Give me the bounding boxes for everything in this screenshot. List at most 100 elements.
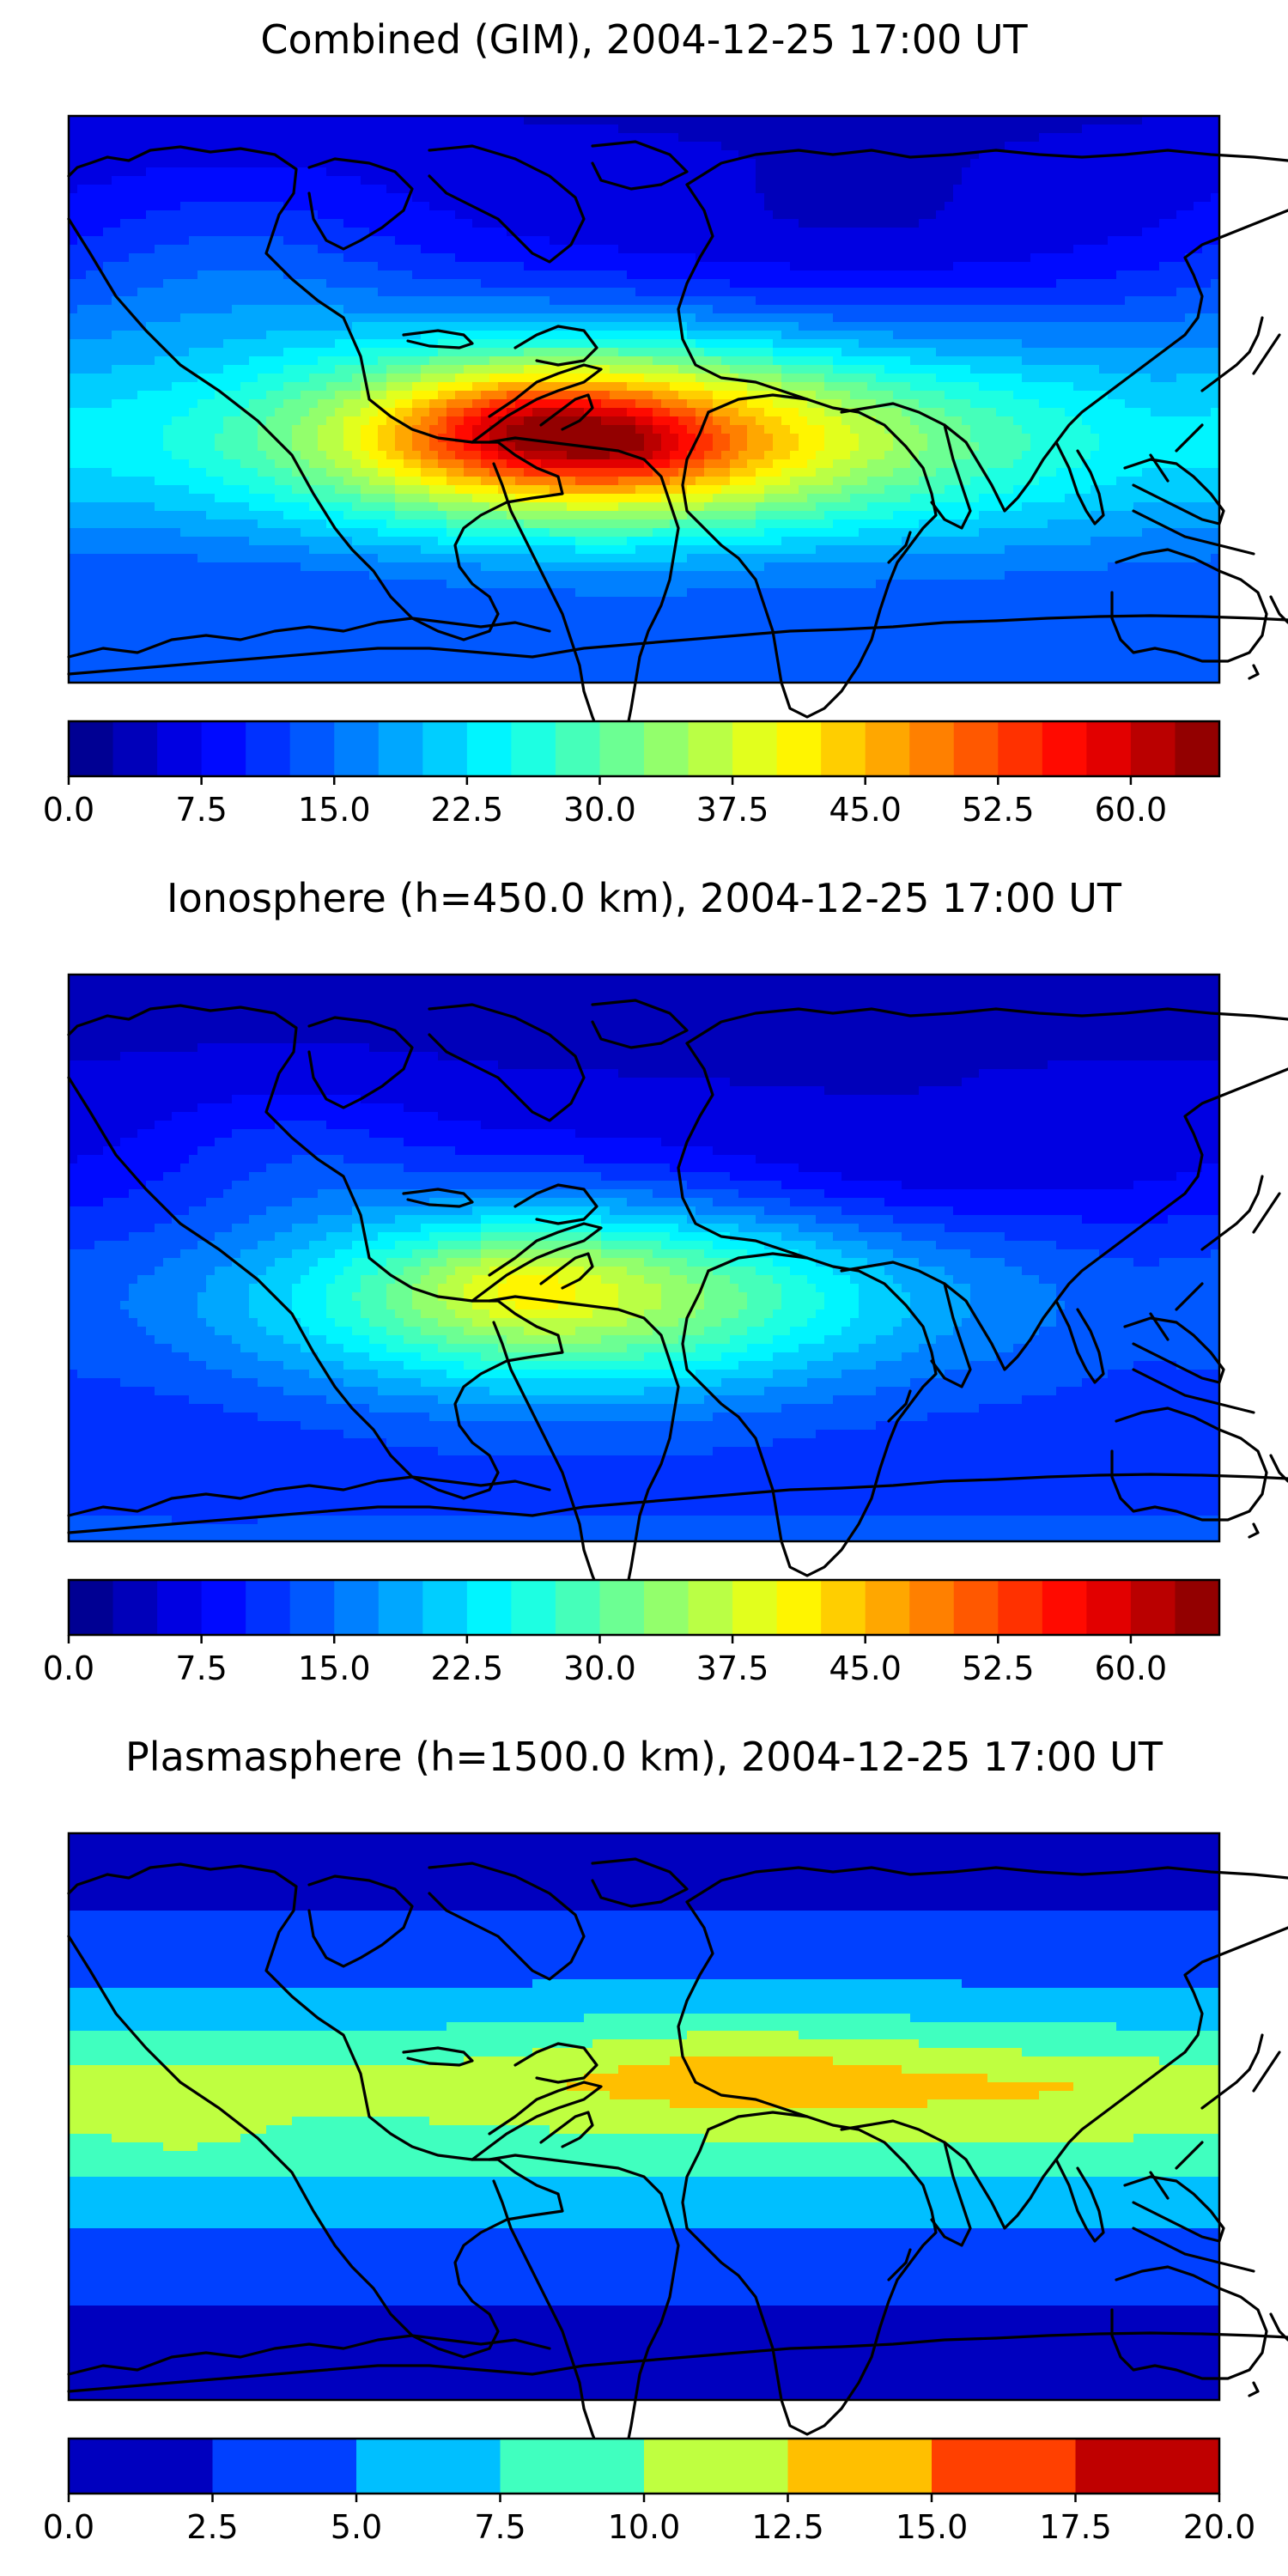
field-cell xyxy=(180,193,190,203)
field-cell xyxy=(747,416,756,426)
field-cell xyxy=(584,245,593,254)
field-cell xyxy=(1211,142,1220,151)
field-cell xyxy=(790,133,799,143)
field-cell xyxy=(1099,262,1109,271)
field-cell xyxy=(266,167,276,177)
field-cell xyxy=(962,374,971,383)
field-cell xyxy=(404,339,413,349)
field-cell xyxy=(180,305,190,314)
field-cell xyxy=(738,159,748,168)
field-cell xyxy=(850,150,860,160)
field-cell xyxy=(481,356,490,366)
field-cell xyxy=(550,339,559,349)
field-cell xyxy=(584,159,593,168)
field-cell xyxy=(489,296,499,306)
field-cell xyxy=(283,236,293,246)
field-cell xyxy=(1194,322,1203,331)
field-cell xyxy=(824,159,834,168)
field-cell xyxy=(1091,296,1100,306)
field-cell xyxy=(275,202,284,211)
field-cell xyxy=(489,228,499,237)
field-cell xyxy=(378,356,387,366)
field-cell xyxy=(86,167,95,177)
field-cell xyxy=(627,167,636,177)
field-cell xyxy=(309,356,319,366)
field-cell xyxy=(223,193,233,203)
field-cell xyxy=(841,125,851,134)
field-cell xyxy=(189,382,198,392)
field-cell xyxy=(1185,202,1194,211)
field-cell xyxy=(670,408,679,417)
field-cell xyxy=(610,288,619,297)
field-cell xyxy=(378,288,387,297)
field-cell xyxy=(507,416,516,426)
field-cell xyxy=(713,391,722,400)
field-cell xyxy=(1142,288,1151,297)
field-cell xyxy=(550,125,559,134)
field-contours xyxy=(69,116,1220,683)
field-cell xyxy=(653,167,662,177)
field-cell xyxy=(816,253,825,263)
field-cell xyxy=(335,434,344,443)
field-cell xyxy=(481,296,490,306)
field-cell xyxy=(361,202,370,211)
field-cell xyxy=(635,365,645,374)
field-cell xyxy=(567,408,576,417)
field-cell xyxy=(936,425,945,434)
field-cell xyxy=(670,262,679,271)
field-cell xyxy=(429,193,439,203)
field-cell xyxy=(301,365,310,374)
field-cell xyxy=(421,270,430,280)
field-cell xyxy=(884,133,894,143)
field-cell xyxy=(197,399,207,409)
field-cell xyxy=(69,228,78,237)
field-cell xyxy=(120,382,130,392)
field-cell xyxy=(266,356,276,366)
field-cell xyxy=(275,374,284,383)
field-cell xyxy=(919,288,928,297)
field-cell xyxy=(987,245,997,254)
field-cell xyxy=(343,305,353,314)
field-cell xyxy=(558,150,568,160)
field-cell xyxy=(730,210,739,220)
field-cell xyxy=(352,193,361,203)
field-cell xyxy=(1116,339,1126,349)
field-cell xyxy=(541,288,550,297)
field-cell xyxy=(773,425,782,434)
field-cell xyxy=(275,116,284,125)
field-cell xyxy=(137,416,147,426)
field-cell xyxy=(455,270,465,280)
field-cell xyxy=(781,288,791,297)
field-cell xyxy=(326,219,336,228)
field-cell xyxy=(361,253,370,263)
field-cell xyxy=(163,313,173,323)
field-cell xyxy=(661,125,671,134)
field-cell xyxy=(197,210,207,220)
field-cell xyxy=(472,270,482,280)
field-cell xyxy=(1142,331,1151,340)
field-cell xyxy=(910,425,920,434)
field-cell xyxy=(378,425,387,434)
field-cell xyxy=(421,133,430,143)
field-cell xyxy=(1082,408,1091,417)
field-cell xyxy=(524,125,533,134)
field-cell xyxy=(180,270,190,280)
field-cell xyxy=(1176,305,1186,314)
field-cell xyxy=(223,322,233,331)
field-cell xyxy=(1005,356,1014,366)
field-cell xyxy=(996,176,1005,185)
field-cell xyxy=(112,348,121,357)
field-cell xyxy=(1030,339,1040,349)
field-cell xyxy=(550,150,559,160)
field-cell xyxy=(1048,279,1057,289)
field-cell xyxy=(592,202,602,211)
field-cell xyxy=(1211,322,1220,331)
field-cell xyxy=(386,219,396,228)
field-cell xyxy=(1133,270,1143,280)
field-cell xyxy=(180,408,190,417)
field-cell xyxy=(309,125,319,134)
field-cell xyxy=(1168,408,1177,417)
field-cell xyxy=(378,374,387,383)
field-cell xyxy=(352,279,361,289)
field-cell xyxy=(592,356,602,366)
